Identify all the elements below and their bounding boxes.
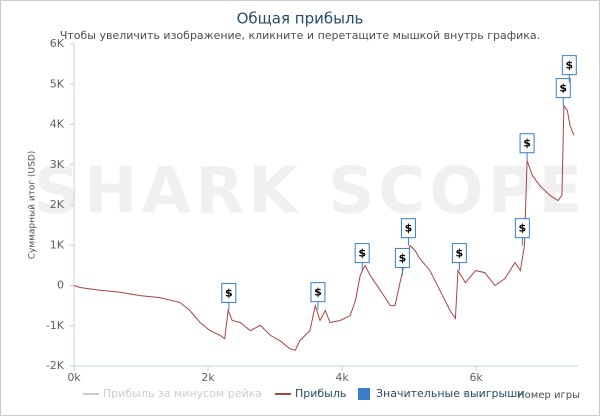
y-tick-label: -1K [46,319,65,332]
chart-title: Общая прибыль [237,10,364,28]
x-tick-label: 0k [67,371,81,384]
flag-label: $ [456,247,464,260]
x-tick-label: 6k [469,371,483,384]
win-flag[interactable]: $ [310,282,326,310]
flag-label: $ [519,222,527,235]
y-tick-label: -2K [46,359,65,372]
legend-item[interactable]: Значительные выигрыши [376,387,524,400]
y-axis-label: Суммарный итог (USD) [28,151,38,260]
x-tick-label: 2k [201,371,215,384]
y-tick-label: 4K [50,118,65,131]
win-flag[interactable]: $ [451,243,467,271]
win-flag[interactable]: $ [514,218,530,246]
y-tick-label: 5K [50,77,65,90]
win-flag[interactable]: $ [400,218,416,246]
y-tick-label: 6K [50,37,65,50]
watermark: SHARK SCOPE [34,155,586,229]
win-flag[interactable]: $ [555,78,571,106]
flag-box [394,247,410,268]
win-flag[interactable]: $ [394,247,410,276]
x-axis-label: Номер игры [517,390,580,401]
flag-box [561,55,577,76]
flag-box [514,218,530,239]
win-flag[interactable]: $ [354,243,370,271]
flag-label: $ [225,286,233,299]
flag-label: $ [314,286,322,299]
y-tick-label: 2K [50,198,65,211]
y-tick-label: 1K [50,238,65,251]
win-flag[interactable]: $ [561,55,577,83]
flag-box [451,243,467,264]
flag-box [354,243,370,264]
x-tick-label: 4k [335,371,349,384]
flag-box [310,282,326,303]
legend-item[interactable]: Прибыль [295,387,346,400]
chart-subtitle: Чтобы увеличить изображение, кликните и … [60,29,540,42]
flag-box [555,78,571,99]
flag-label: $ [523,137,531,150]
flag-label: $ [358,247,366,260]
flag-label: $ [565,59,573,72]
flag-label: $ [399,251,407,264]
win-flag[interactable]: $ [519,133,535,161]
flag-label: $ [559,82,567,95]
win-flag[interactable]: $ [221,282,237,311]
y-tick-label: 3K [50,158,65,171]
legend-item[interactable]: Прибыль за минусом рейка [103,387,262,400]
profit-line [73,104,575,351]
legend-symbol[interactable] [358,388,370,400]
flag-box [400,218,416,239]
flag-box [519,133,535,154]
flag-label: $ [405,222,413,235]
flag-box [221,282,237,303]
y-tick-label: 0 [57,279,64,292]
